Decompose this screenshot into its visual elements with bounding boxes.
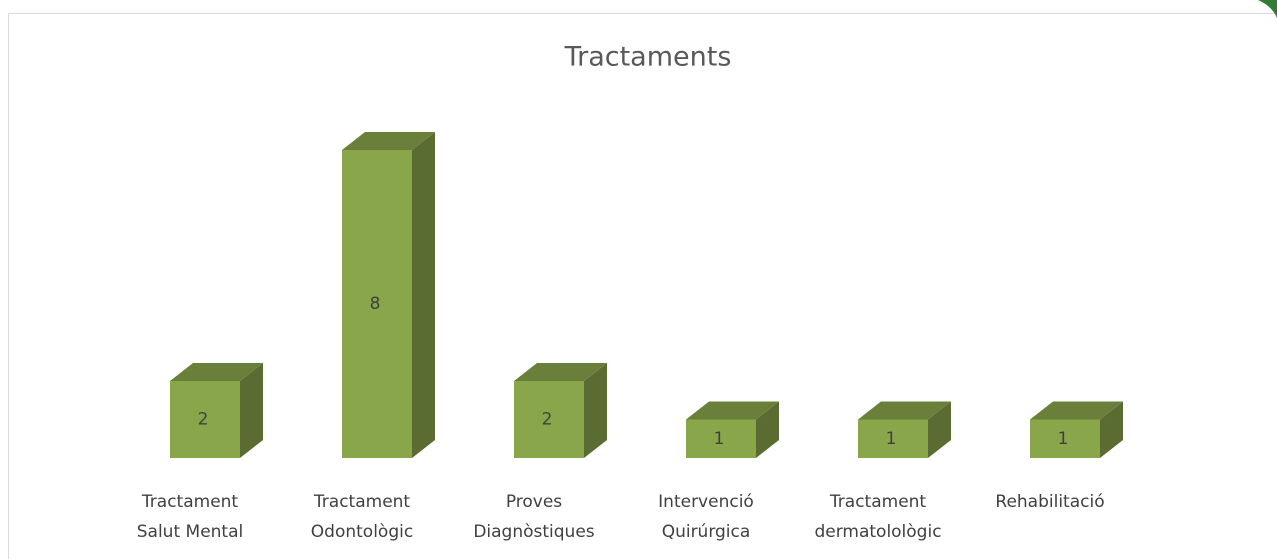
bar [1030, 401, 1123, 458]
x-tick-label: Tractament dermatolològic [814, 492, 942, 542]
x-tick-label: Rehabilitació [995, 492, 1105, 512]
bar-top [514, 363, 607, 381]
bar-front [342, 150, 412, 458]
bar-top [858, 401, 951, 420]
bar-side [412, 132, 435, 458]
bar-side [240, 363, 263, 458]
bar-top [170, 363, 263, 381]
bar-top [342, 132, 435, 150]
bar [686, 401, 779, 458]
data-label: 1 [714, 429, 725, 449]
bar-front [170, 381, 240, 458]
bar-front [858, 419, 928, 458]
x-tick-label: Proves Diagnòstiques [473, 492, 595, 542]
data-label: 2 [542, 410, 553, 430]
bar [514, 363, 607, 458]
data-label: 1 [886, 429, 897, 449]
bar-side [1100, 401, 1123, 458]
data-label: 2 [198, 410, 209, 430]
bar-top [686, 401, 779, 420]
chart-frame [8, 13, 1277, 559]
bar-side [928, 401, 951, 458]
bar [858, 401, 951, 458]
data-label: 8 [370, 294, 381, 314]
data-label: 1 [1058, 429, 1069, 449]
bar [342, 132, 435, 458]
x-tick-label: Tractament Salut Mental [136, 492, 244, 542]
bar-front [1030, 419, 1100, 458]
corner-decoration [1258, 0, 1277, 18]
chart-title: Tractaments [564, 42, 732, 73]
bar [170, 363, 263, 458]
bar-front [686, 419, 756, 458]
x-tick-label: Intervenció Quirúrgica [658, 492, 754, 542]
bar-top [1030, 401, 1123, 420]
bar-side [756, 401, 779, 458]
bar-side [584, 363, 607, 458]
x-tick-label: Tractament Odontològic [310, 492, 414, 542]
bar-front [514, 381, 584, 458]
